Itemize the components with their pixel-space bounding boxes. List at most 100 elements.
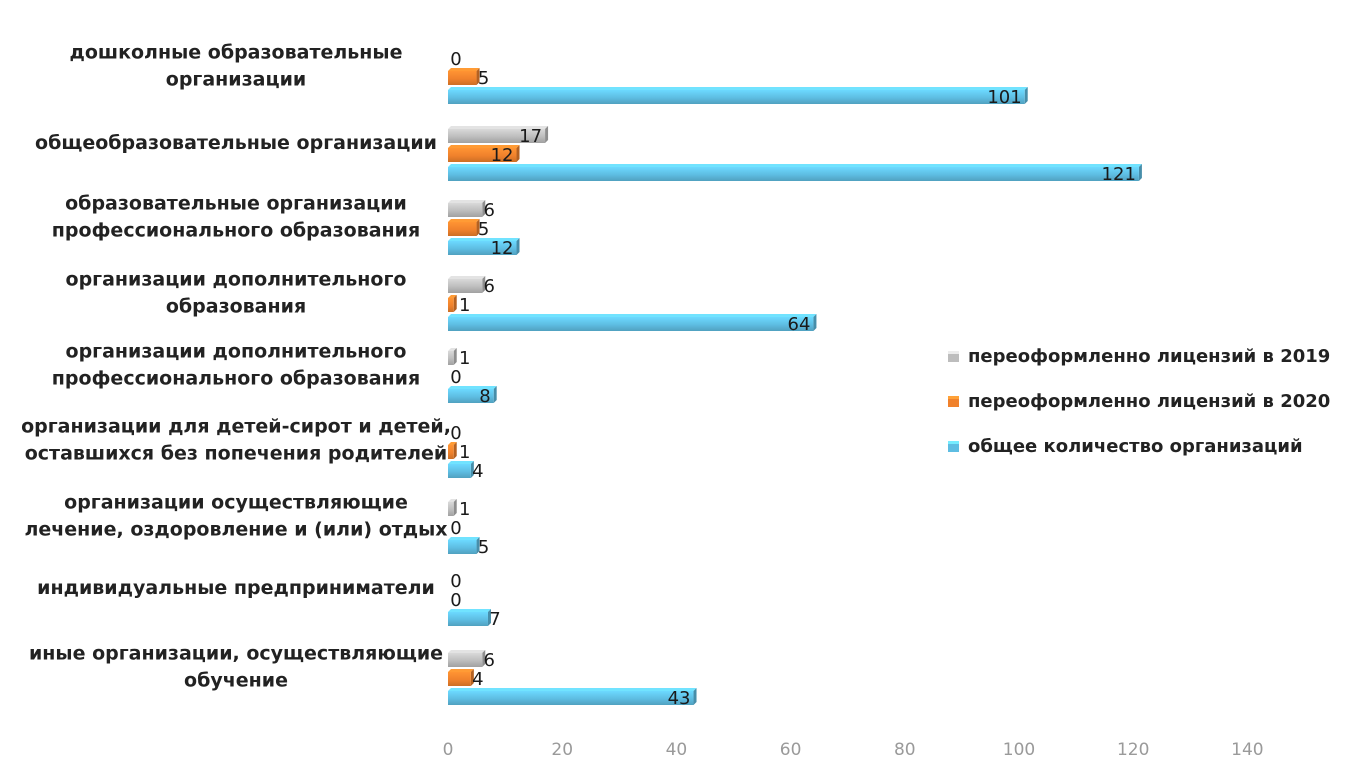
legend-label: общее количество организаций bbox=[968, 436, 1303, 457]
bar-front-face bbox=[448, 167, 1139, 181]
bar bbox=[448, 238, 520, 255]
legend-item: переоформленно лицензий в 2019 bbox=[948, 346, 1330, 367]
category-label: иные организации, осуществляющие обучение bbox=[29, 643, 443, 692]
data-label: 121 bbox=[1102, 164, 1136, 185]
data-label: 6 bbox=[484, 200, 495, 221]
category-label-line: оставшихся без попечения родителей bbox=[25, 443, 448, 465]
category-label: организации дополнительного образования bbox=[66, 269, 407, 318]
category-label-line: организации для детей-сирот и детей, bbox=[21, 416, 451, 438]
bar-top-face bbox=[448, 669, 474, 672]
category-label: индивидуальные предприниматели bbox=[37, 577, 435, 599]
bar-front-face bbox=[448, 298, 454, 312]
data-label: 0 bbox=[450, 590, 461, 611]
bar-front-face bbox=[448, 672, 471, 686]
bar bbox=[448, 295, 457, 312]
bar-top-face bbox=[448, 164, 1142, 167]
bar-front-face bbox=[448, 502, 454, 516]
bar bbox=[448, 219, 480, 236]
bar-end-face bbox=[516, 145, 520, 162]
bar bbox=[448, 145, 520, 162]
x-tick-label: 120 bbox=[1117, 740, 1149, 760]
bar bbox=[448, 442, 457, 459]
bar-front-face bbox=[448, 540, 477, 554]
bar-end-face bbox=[470, 669, 474, 686]
bar bbox=[448, 276, 486, 293]
x-tick-label: 0 bbox=[443, 740, 454, 760]
category-label-line: индивидуальные предприниматели bbox=[37, 577, 435, 599]
bar-top-face bbox=[448, 276, 486, 279]
category-label-line: образовательные организации bbox=[65, 193, 407, 215]
bar-end-face bbox=[476, 68, 480, 85]
bar bbox=[448, 386, 497, 403]
x-tick-label: 60 bbox=[780, 740, 802, 760]
data-label: 1 bbox=[459, 499, 470, 520]
legend-label: переоформленно лицензий в 2019 bbox=[968, 346, 1330, 367]
bar-end-face bbox=[516, 238, 520, 255]
category-label-line: общеобразовательные организации bbox=[35, 132, 437, 154]
bar bbox=[448, 348, 457, 365]
bar bbox=[448, 126, 549, 143]
bar-end-face bbox=[470, 461, 474, 478]
data-label: 64 bbox=[788, 314, 811, 335]
data-label: 1 bbox=[459, 295, 470, 316]
data-label: 101 bbox=[987, 87, 1021, 108]
bar bbox=[448, 499, 457, 516]
data-label: 5 bbox=[478, 537, 489, 558]
x-tick-label: 100 bbox=[1003, 740, 1035, 760]
bar-top-face bbox=[448, 537, 480, 540]
data-label: 6 bbox=[484, 276, 495, 297]
x-tick-label: 20 bbox=[551, 740, 573, 760]
data-label: 0 bbox=[450, 571, 461, 592]
bar-end-face bbox=[453, 499, 457, 516]
bar bbox=[448, 87, 1028, 104]
bar-end-face bbox=[453, 442, 457, 459]
category-label-line: организации дополнительного bbox=[66, 341, 407, 363]
category-label-line: организации bbox=[166, 69, 306, 91]
bar-end-face bbox=[482, 200, 486, 217]
data-label: 1 bbox=[459, 348, 470, 369]
legend-swatch bbox=[948, 396, 959, 407]
bar bbox=[448, 164, 1142, 181]
x-tick-label: 40 bbox=[666, 740, 688, 760]
bar bbox=[448, 68, 480, 85]
legend: переоформленно лицензий в 2019 переоформл… bbox=[948, 346, 1330, 457]
bar bbox=[448, 461, 474, 478]
bar bbox=[448, 669, 474, 686]
data-label: 4 bbox=[472, 669, 483, 690]
data-label: 12 bbox=[491, 238, 514, 259]
legend-swatch-highlight bbox=[948, 396, 959, 399]
data-label: 0 bbox=[450, 518, 461, 539]
bar-front-face bbox=[448, 279, 483, 293]
bar-top-face bbox=[448, 200, 486, 203]
category-label-line: профессионального образования bbox=[52, 220, 420, 242]
data-label: 43 bbox=[668, 688, 691, 709]
bar-end-face bbox=[476, 537, 480, 554]
legend-item: переоформленно лицензий в 2020 bbox=[948, 391, 1330, 412]
bar-end-face bbox=[482, 650, 486, 667]
bar-end-face bbox=[693, 688, 697, 705]
category-label-line: дошколные образовательные bbox=[70, 42, 403, 64]
bar-end-face bbox=[476, 219, 480, 236]
bar-front-face bbox=[448, 90, 1025, 104]
data-label: 0 bbox=[450, 423, 461, 444]
legend-swatch-highlight bbox=[948, 441, 959, 444]
bar bbox=[448, 314, 817, 331]
bar-front-face bbox=[448, 222, 477, 236]
category-label-line: образования bbox=[166, 296, 306, 318]
bar-top-face bbox=[448, 461, 474, 464]
bar-top-face bbox=[448, 219, 480, 222]
bars bbox=[448, 68, 1142, 705]
data-label: 17 bbox=[519, 126, 542, 147]
bar-front-face bbox=[448, 445, 454, 459]
bar bbox=[448, 200, 486, 217]
bar-front-face bbox=[448, 203, 483, 217]
category-label-line: организации осуществляющие bbox=[64, 492, 408, 514]
bar bbox=[448, 609, 491, 626]
bar-top-face bbox=[448, 68, 480, 71]
data-label: 8 bbox=[479, 386, 490, 407]
x-tick-label: 140 bbox=[1231, 740, 1263, 760]
bar-top-face bbox=[448, 609, 491, 612]
